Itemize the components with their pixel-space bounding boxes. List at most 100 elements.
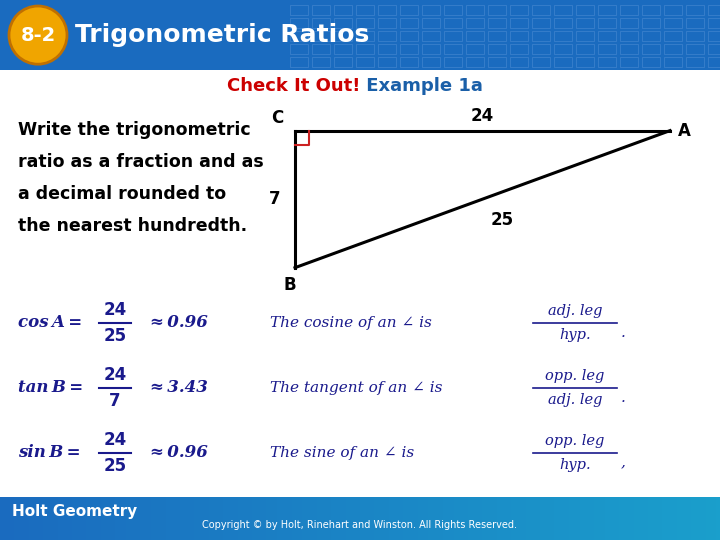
Bar <box>334 44 352 54</box>
Bar <box>466 18 484 28</box>
Text: B: B <box>284 276 297 294</box>
Text: opp. leg: opp. leg <box>545 434 605 448</box>
Bar <box>708 31 720 41</box>
Text: ≈ 0.96: ≈ 0.96 <box>150 314 208 331</box>
Text: the nearest hundredth.: the nearest hundredth. <box>18 217 247 235</box>
Bar <box>686 31 704 41</box>
Text: ,: , <box>621 456 626 470</box>
Bar <box>686 5 704 15</box>
Bar <box>708 44 720 54</box>
Text: opp. leg: opp. leg <box>545 369 605 383</box>
Bar <box>334 18 352 28</box>
Bar <box>312 44 330 54</box>
Text: Write the trigonometric: Write the trigonometric <box>18 120 251 139</box>
Text: hyp.: hyp. <box>559 328 591 342</box>
Text: tan B =: tan B = <box>18 379 83 396</box>
Text: adj. leg: adj. leg <box>548 303 602 318</box>
Bar <box>444 5 462 15</box>
Bar <box>312 5 330 15</box>
Bar <box>686 18 704 28</box>
Bar <box>708 18 720 28</box>
Bar <box>642 44 660 54</box>
Bar <box>378 44 396 54</box>
Text: The tangent of an ∠ is: The tangent of an ∠ is <box>270 381 443 395</box>
Text: 24: 24 <box>104 366 127 384</box>
Bar <box>290 57 308 67</box>
Text: a decimal rounded to: a decimal rounded to <box>18 185 226 202</box>
Bar <box>620 31 638 41</box>
Bar <box>642 57 660 67</box>
Bar <box>356 57 374 67</box>
Bar <box>554 31 572 41</box>
Bar <box>532 57 550 67</box>
Bar <box>466 31 484 41</box>
Bar <box>554 57 572 67</box>
Bar <box>422 57 440 67</box>
Text: 24: 24 <box>104 431 127 449</box>
Text: 25: 25 <box>104 327 127 345</box>
Text: sin B =: sin B = <box>18 444 81 461</box>
Bar <box>598 57 616 67</box>
Text: 7: 7 <box>269 190 281 208</box>
Bar <box>400 18 418 28</box>
Bar <box>334 57 352 67</box>
Bar <box>334 31 352 41</box>
Bar <box>290 44 308 54</box>
Bar <box>598 31 616 41</box>
Bar <box>510 31 528 41</box>
Text: .: . <box>621 326 626 340</box>
Text: 24: 24 <box>471 106 494 125</box>
Text: adj. leg: adj. leg <box>548 393 602 407</box>
Bar <box>532 31 550 41</box>
Text: 25: 25 <box>491 211 514 229</box>
Bar <box>444 57 462 67</box>
Text: .: . <box>621 391 626 405</box>
Bar <box>554 44 572 54</box>
Bar <box>356 5 374 15</box>
Bar <box>422 31 440 41</box>
Bar <box>642 31 660 41</box>
Bar <box>312 57 330 67</box>
Bar <box>686 57 704 67</box>
Bar <box>620 18 638 28</box>
Text: Trigonometric Ratios: Trigonometric Ratios <box>75 23 369 47</box>
Text: 8-2: 8-2 <box>20 25 55 45</box>
Bar <box>620 44 638 54</box>
Bar <box>576 31 594 41</box>
Bar <box>576 57 594 67</box>
Bar <box>554 18 572 28</box>
Text: ratio as a fraction and as: ratio as a fraction and as <box>18 153 264 171</box>
Bar <box>290 18 308 28</box>
Text: Copyright © by Holt, Rinehart and Winston. All Rights Reserved.: Copyright © by Holt, Rinehart and Winsto… <box>202 520 518 530</box>
Bar <box>576 18 594 28</box>
Bar <box>488 18 506 28</box>
Bar <box>532 18 550 28</box>
Bar <box>620 57 638 67</box>
Bar <box>488 44 506 54</box>
Bar <box>290 31 308 41</box>
Bar <box>664 31 682 41</box>
Bar <box>510 18 528 28</box>
Bar <box>312 31 330 41</box>
Bar <box>532 5 550 15</box>
Bar <box>378 57 396 67</box>
Bar <box>444 31 462 41</box>
Text: 7: 7 <box>109 392 121 410</box>
Text: The cosine of an ∠ is: The cosine of an ∠ is <box>270 316 432 330</box>
Bar <box>290 5 308 15</box>
Bar <box>576 5 594 15</box>
Text: ≈ 0.96: ≈ 0.96 <box>150 444 208 461</box>
Bar <box>664 57 682 67</box>
Bar <box>642 18 660 28</box>
Bar <box>532 44 550 54</box>
Bar <box>554 5 572 15</box>
Text: hyp.: hyp. <box>559 458 591 472</box>
Bar <box>466 5 484 15</box>
Text: 24: 24 <box>104 301 127 319</box>
Text: The sine of an ∠ is: The sine of an ∠ is <box>270 446 414 460</box>
Bar <box>356 31 374 41</box>
Bar <box>708 5 720 15</box>
Bar <box>510 5 528 15</box>
Text: C: C <box>271 109 283 126</box>
Bar <box>422 5 440 15</box>
